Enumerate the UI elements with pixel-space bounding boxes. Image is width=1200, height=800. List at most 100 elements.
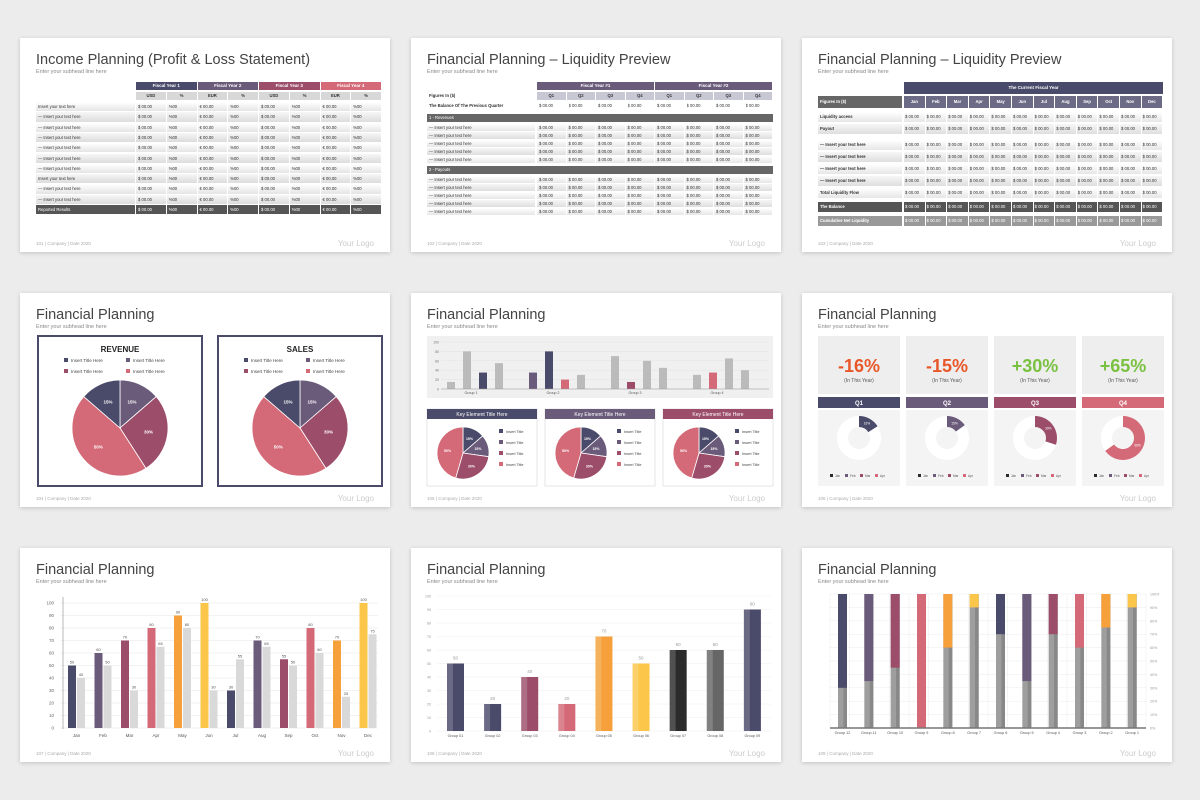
slide-kpi-donuts[interactable]: Financial Planning Enter your subhead li… [802,293,1172,507]
kpi-note: (In This Year) [932,378,962,384]
row-label: — Insert your text here [818,164,902,174]
slide-footer: 104 | Company | Date 2020 [36,496,91,501]
y-tick-label: 100 [433,341,439,345]
logo: Your Logo [1119,239,1156,248]
month-header: Apr [968,96,990,108]
mini-pie-slice [455,452,490,480]
table-cell: $ 00.00 [1012,112,1033,122]
bar-track-shade [975,594,979,728]
bar [463,351,471,389]
bar-value-label: 70 [255,635,260,640]
table-cell: € 00.00 [320,205,351,215]
slide-groups-and-pies[interactable]: Financial Planning Enter your subhead li… [411,293,781,507]
mini-pie-slice-label: 50% [680,449,688,453]
table-cell: $ 00.00 [136,122,166,132]
slide-liquidity-monthly[interactable]: Financial Planning – Liquidity Preview E… [802,38,1172,252]
x-tick-label: Group 05 [596,734,612,738]
table-cell: $ 00.00 [990,112,1011,122]
table-cell: $ 00.00 [1033,124,1055,134]
bar-primary [333,640,341,728]
table-cell: $ 00.00 [925,164,947,174]
table-cell: € 00.00 [320,184,351,194]
table-cell: $ 00.00 [1141,176,1163,186]
y-tick-label: 30 [427,689,431,693]
slide-title: Financial Planning [36,562,155,578]
bar-value-label: 30 [229,685,234,690]
year-header: Fiscal Year 3 [259,82,320,90]
table-cell: %00 [351,132,381,143]
table-cell: %00 [166,194,197,204]
unit-header: USD [259,92,289,100]
table-cell: $ 00.00 [1076,124,1098,134]
x-tick-label: Jun [205,733,213,738]
table-cell: $ 00.00 [990,164,1011,174]
legend-swatch [617,462,621,466]
bar-highlight [743,609,750,731]
y-tick-label: 10 [427,716,431,720]
table-cell: $ 00.00 [1033,140,1055,150]
table-cell: %00 [351,102,381,112]
table-cell: $ 00.00 [625,192,654,199]
slide-progress-bars[interactable]: Financial Planning Enter your subhead li… [802,548,1172,762]
slide-title: Financial Planning [36,307,155,323]
monthly-table: The Current Fiscal Year Figures In ($) Jan… [818,82,1164,232]
table-cell: $ 00.00 [1120,164,1141,174]
table-cell: $ 00.00 [684,208,713,215]
slide-income-planning[interactable]: Income Planning (Profit & Loss Statement… [20,38,390,252]
table-cell: $ 00.00 [684,176,713,183]
table-cell: $ 00.00 [566,192,595,199]
table-cell: € 00.00 [197,143,228,153]
y-tick-label: 100 [425,595,431,599]
x-tick-label: May [178,733,187,738]
slide-revenue-sales-pies[interactable]: Financial Planning Enter your subhead li… [20,293,390,507]
donut-segment [947,416,965,432]
table-cell: $ 00.00 [1120,112,1141,122]
legend-label: Insert Title Here [133,358,165,363]
bar-value-label: 70 [601,629,607,634]
kpi-value: +30% [1012,356,1059,376]
y-tick-label: 90 [49,613,55,618]
table-cell: $ 00.00 [1012,140,1033,150]
table-cell: $ 00.00 [539,103,553,108]
table-cell: € 00.00 [197,153,228,163]
logo: Your Logo [337,239,374,248]
table-cell: $ 00.00 [625,200,654,207]
x-tick-label: Nov [337,733,346,738]
donut-label: 15% [951,421,958,425]
bar [545,351,553,389]
unit-header: % [289,92,320,100]
table-cell: $ 00.00 [1033,152,1055,162]
slide-group-bars[interactable]: Financial Planning Enter your subhead li… [411,548,781,762]
slide-monthly-bars[interactable]: Financial Planning Enter your subhead li… [20,548,390,762]
month-header: Jul [1033,96,1055,108]
table-cell: $ 00.00 [1012,202,1033,212]
table-cell: $ 00.00 [537,124,566,131]
table-cell: $ 00.00 [684,192,713,199]
table-cell: $ 00.00 [1120,202,1141,212]
month-header: Oct [1098,96,1119,108]
legend-label: Apr [1144,474,1150,478]
table-cell: $ 00.00 [655,132,684,139]
table-cell: $ 00.00 [684,124,713,131]
section-header: 1 - Revenues [427,114,773,122]
row-label: — Insert your text here [427,208,535,215]
table-cell: $ 00.00 [259,132,289,143]
bar-value-label: 65 [158,641,163,646]
table-cell: $ 00.00 [537,132,566,139]
table-cell: $ 00.00 [1055,188,1076,198]
table-cell: %00 [289,132,320,143]
quarter-header: Q3 [714,92,743,100]
key-panel-title: Key Element Title Here [692,412,743,418]
slide-liquidity-quarterly[interactable]: Financial Planning – Liquidity Preview E… [411,38,781,252]
table-cell: $ 00.00 [1098,124,1119,134]
revenue-pie-slice-label: 50% [274,444,283,449]
y-tick-label: 0% [1150,727,1156,731]
table-cell: $ 00.00 [684,148,713,155]
table-cell: $ 00.00 [925,112,947,122]
table-cell: %00 [228,143,258,153]
row-label: — Insert your text here [427,192,535,199]
bar-fill [969,594,979,608]
table-cell: $ 00.00 [904,216,925,226]
slide-footer: 107 | Company | Date 2020 [36,751,91,756]
bar-value-label: 75 [370,628,375,633]
